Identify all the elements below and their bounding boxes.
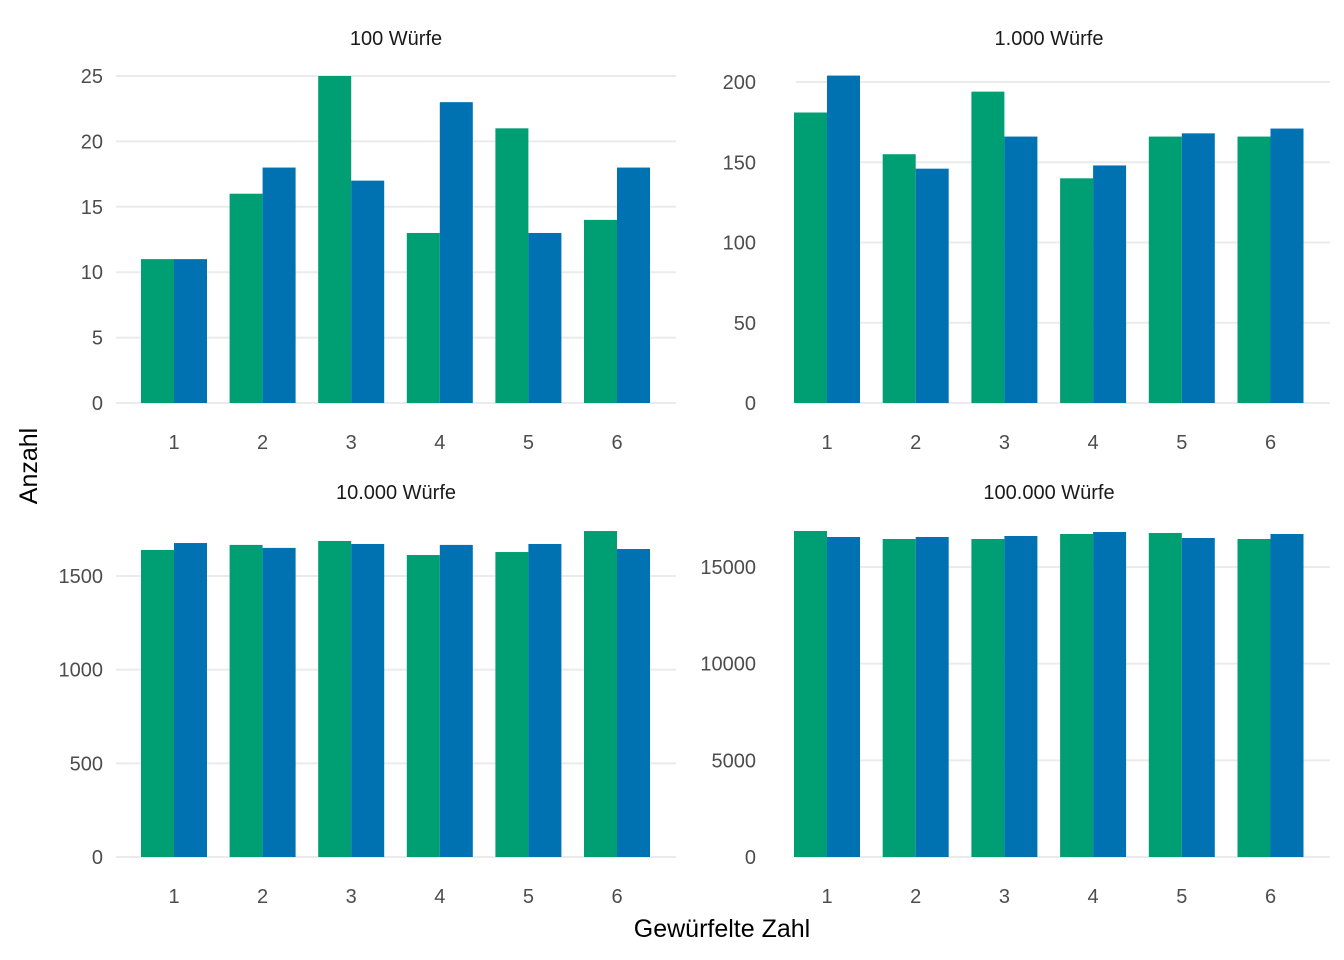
- y-tick-label: 0: [745, 847, 756, 869]
- x-tick-label: 6: [611, 432, 622, 454]
- x-tick-label: 5: [1176, 886, 1187, 908]
- bar-green: [1148, 532, 1182, 857]
- bar-green: [1148, 136, 1182, 403]
- y-tick-label: 200: [723, 72, 756, 94]
- y-tick-label: 15000: [700, 557, 756, 579]
- bar-green: [882, 154, 916, 403]
- bar-green: [318, 76, 352, 403]
- y-tick-label: 500: [70, 753, 103, 775]
- bar-blue: [617, 167, 650, 403]
- bar-green: [794, 112, 827, 404]
- bar-blue: [174, 543, 207, 857]
- x-tick-label: 2: [257, 886, 268, 908]
- x-tick-label: 3: [346, 432, 357, 454]
- bar-blue: [1270, 533, 1304, 857]
- bar-blue: [528, 543, 562, 857]
- panel-title: 100.000 Würfe: [983, 482, 1114, 504]
- bar-green: [495, 552, 529, 857]
- bar-green: [495, 128, 529, 403]
- bar-green: [1237, 539, 1271, 857]
- x-tick-label: 6: [1265, 886, 1276, 908]
- bar-green: [406, 555, 440, 857]
- bar-green: [971, 539, 1005, 857]
- bar-blue: [439, 544, 473, 857]
- bar-green: [406, 232, 440, 403]
- x-tick-label: 4: [1088, 432, 1099, 454]
- x-tick-label: 6: [611, 886, 622, 908]
- bar-blue: [1093, 532, 1127, 857]
- x-tick-label: 5: [523, 886, 534, 908]
- x-tick-label: 5: [523, 432, 534, 454]
- y-tick-label: 0: [745, 393, 756, 415]
- bar-green: [141, 549, 174, 857]
- y-axis-title: Anzahl: [15, 428, 43, 504]
- y-tick-label: 100: [723, 233, 756, 255]
- y-tick-label: 10: [81, 262, 103, 284]
- y-tick-label: 5000: [712, 750, 757, 772]
- y-tick-label: 0: [92, 393, 103, 415]
- bar-green: [971, 91, 1005, 403]
- bar-green: [794, 531, 827, 857]
- bar-blue: [1181, 133, 1215, 404]
- x-tick-label: 1: [821, 432, 832, 454]
- bar-green: [229, 193, 263, 403]
- bar-blue: [262, 547, 296, 857]
- x-axis-title: Gewürfelte Zahl: [634, 915, 810, 943]
- bar-blue: [915, 536, 949, 857]
- bar-green: [882, 539, 916, 857]
- x-tick-label: 4: [1088, 886, 1099, 908]
- x-tick-label: 6: [1265, 432, 1276, 454]
- bar-blue: [351, 543, 385, 857]
- x-tick-label: 4: [434, 432, 445, 454]
- x-tick-label: 3: [999, 432, 1010, 454]
- bar-blue: [528, 232, 562, 403]
- bar-blue: [1270, 128, 1304, 404]
- bar-green: [318, 540, 352, 857]
- y-tick-label: 0: [92, 847, 103, 869]
- x-tick-label: 3: [346, 886, 357, 908]
- x-tick-label: 1: [821, 886, 832, 908]
- y-tick-label: 20: [81, 131, 103, 153]
- bar-blue: [439, 102, 473, 403]
- y-tick-label: 150: [723, 152, 756, 174]
- bar-blue: [1004, 536, 1038, 857]
- x-tick-label: 1: [168, 432, 179, 454]
- bar-blue: [1004, 136, 1038, 403]
- bar-green: [229, 544, 263, 857]
- bar-blue: [1181, 538, 1215, 857]
- x-tick-label: 2: [910, 432, 921, 454]
- x-tick-label: 2: [910, 886, 921, 908]
- panel-title: 100 Würfe: [350, 28, 442, 50]
- bar-green: [584, 531, 617, 857]
- bar-green: [141, 259, 174, 403]
- panel-title: 1.000 Würfe: [995, 28, 1104, 50]
- y-tick-label: 10000: [700, 654, 756, 676]
- y-tick-label: 1000: [59, 660, 104, 682]
- bar-blue: [174, 259, 207, 403]
- y-tick-label: 15: [81, 197, 103, 219]
- y-tick-label: 50: [734, 313, 756, 335]
- y-tick-label: 1500: [59, 566, 104, 588]
- bar-green: [1237, 136, 1271, 403]
- x-tick-label: 4: [434, 886, 445, 908]
- y-tick-label: 25: [81, 66, 103, 88]
- bar-blue: [915, 168, 949, 403]
- bar-blue: [262, 167, 296, 403]
- bar-green: [1060, 178, 1094, 403]
- bar-blue: [617, 549, 650, 857]
- panel-title: 10.000 Würfe: [336, 482, 456, 504]
- x-tick-label: 3: [999, 886, 1010, 908]
- bar-blue: [827, 75, 860, 403]
- bar-green: [1060, 533, 1094, 857]
- bar-blue: [827, 536, 860, 857]
- bar-blue: [351, 180, 385, 403]
- x-tick-label: 1: [168, 886, 179, 908]
- y-tick-label: 5: [92, 328, 103, 350]
- bar-blue: [1093, 165, 1127, 403]
- x-tick-label: 5: [1176, 432, 1187, 454]
- bar-green: [584, 219, 617, 403]
- x-tick-label: 2: [257, 432, 268, 454]
